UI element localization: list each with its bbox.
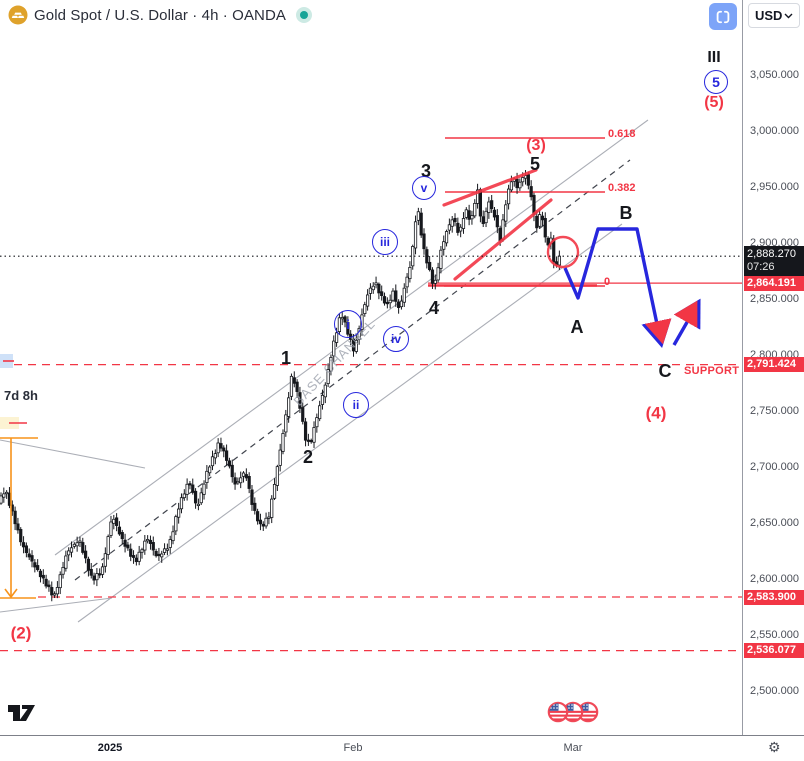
- price-alert-markers[interactable]: [0, 354, 27, 429]
- economic-event-flag-icons[interactable]: [547, 701, 599, 723]
- price-level-flag[interactable]: 2,536.077: [744, 643, 804, 659]
- gold-coin-icon: [8, 5, 28, 25]
- time-tick-label: Feb: [343, 742, 363, 754]
- price-level-flag[interactable]: 2,791.424: [744, 357, 804, 373]
- price-tick-label: 2,950.000: [750, 180, 799, 193]
- current-price-value: 2,888.270: [747, 248, 796, 260]
- us-flag-event-icon[interactable]: [547, 701, 569, 723]
- symbol-title[interactable]: Gold Spot / U.S. Dollar · 4h · OANDA: [34, 6, 287, 24]
- red-wedge-trendlines[interactable]: [442, 168, 553, 281]
- price-level-flag[interactable]: 2,583.900: [744, 589, 804, 605]
- price-tick-label: 2,550.000: [750, 628, 799, 641]
- screenshot-button[interactable]: [709, 3, 737, 30]
- market-open-dot: [300, 11, 309, 19]
- orange-measure-drawing[interactable]: [0, 437, 38, 599]
- scale-settings-gear-icon[interactable]: ⚙: [768, 739, 781, 755]
- price-tick-label: 2,750.000: [750, 404, 799, 417]
- breakdown-highlight-circle[interactable]: [546, 235, 580, 269]
- time-tick-label: Mar: [563, 742, 583, 754]
- price-tick-label: 3,000.000: [750, 124, 799, 137]
- event-countdown-label: 7d 8h: [4, 388, 38, 403]
- tradingview-logo[interactable]: [8, 704, 38, 722]
- price-tick-label: 2,600.000: [750, 572, 799, 585]
- market-status-indicator[interactable]: [296, 7, 313, 23]
- support-label: SUPPORT: [684, 365, 740, 377]
- price-tick-label: 2,900.000: [750, 236, 799, 249]
- price-tick-label: 2,650.000: [750, 516, 799, 529]
- time-tick-label: 2025: [97, 742, 123, 754]
- candlesticks: [0, 170, 561, 602]
- chevron-down-icon: [784, 13, 793, 18]
- price-scale[interactable]: 2,888.270 07:26 3,050.000 3,000.000 2,950.…: [742, 0, 804, 735]
- camera-brackets-icon: [716, 10, 730, 23]
- price-tick-label: 3,050.000: [750, 68, 799, 81]
- time-scale[interactable]: ⚙ 2025 Feb Mar: [0, 735, 804, 761]
- currency-select[interactable]: USD: [748, 3, 800, 28]
- price-level-flag[interactable]: 2,864.191: [744, 275, 804, 291]
- price-tick-label: 2,700.000: [750, 460, 799, 473]
- price-tick-label: 2,500.000: [750, 684, 799, 697]
- price-chart-canvas[interactable]: [0, 0, 742, 735]
- horizontal-price-levels[interactable]: [0, 282, 742, 652]
- current-price-label[interactable]: 2,888.270 07:26: [744, 246, 804, 276]
- bar-countdown: 07:26: [747, 261, 775, 273]
- price-tick-label: 2,850.000: [750, 292, 799, 305]
- currency-value: USD: [755, 8, 783, 23]
- symbol-header: Gold Spot / U.S. Dollar · 4h · OANDA: [8, 5, 313, 25]
- fib-retracement-lines[interactable]: [444, 137, 605, 287]
- projected-wave-path[interactable]: [563, 227, 701, 348]
